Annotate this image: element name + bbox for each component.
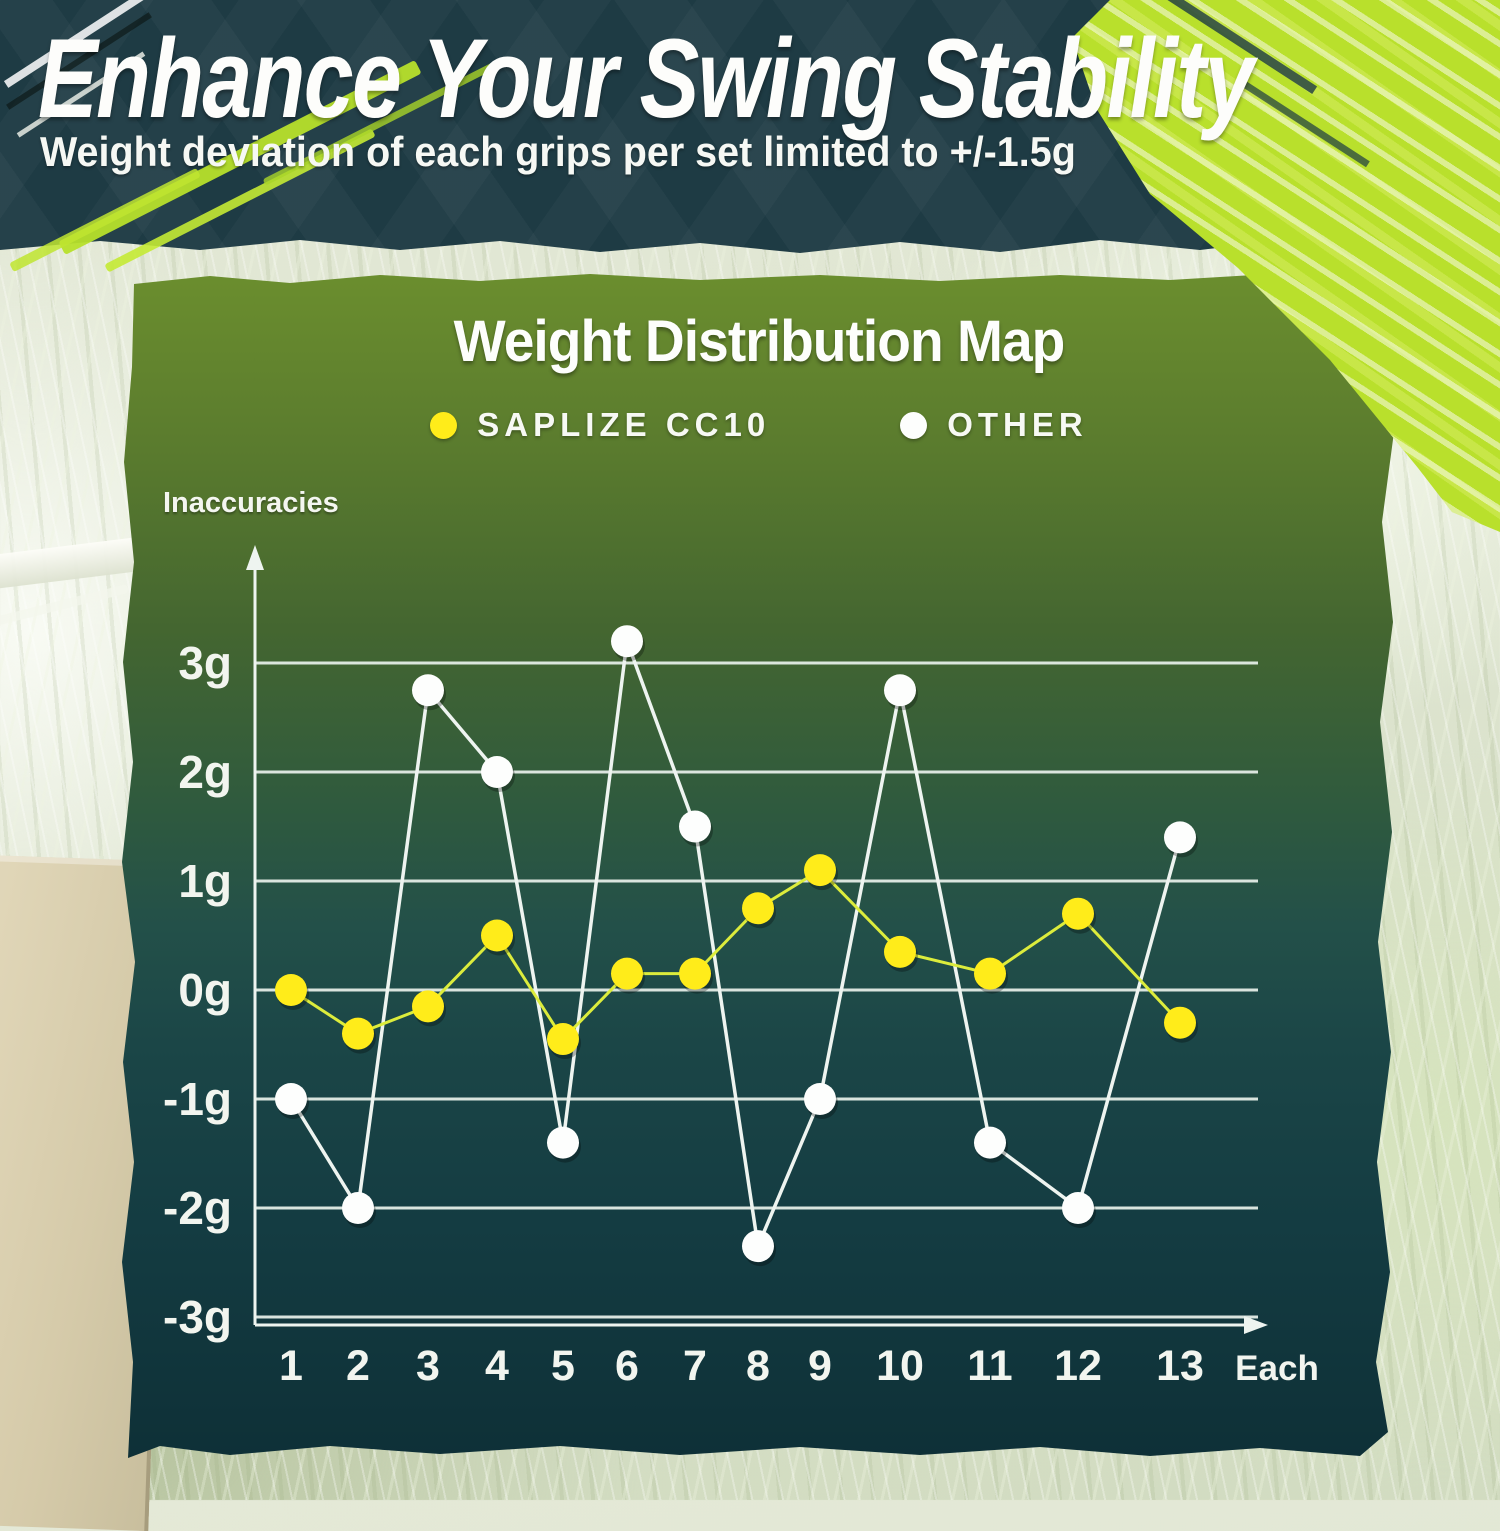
x-tick-label: 11	[967, 1342, 1012, 1390]
data-point-other	[481, 756, 513, 788]
y-tick-label: 3g	[178, 637, 232, 689]
data-point-saplize	[1164, 1006, 1196, 1039]
x-tick-label: 1	[279, 1342, 303, 1390]
data-point-saplize	[884, 935, 916, 968]
data-point-other	[1062, 1192, 1094, 1224]
legend-dot-other-icon	[900, 411, 928, 439]
data-point-other	[679, 810, 711, 843]
data-point-saplize	[275, 974, 307, 1006]
legend-label-other: OTHER	[947, 406, 1088, 443]
x-tick-label: 13	[1156, 1342, 1204, 1390]
x-tick-label: 9	[808, 1342, 832, 1390]
x-tick-label: 5	[551, 1342, 575, 1390]
data-point-other	[412, 674, 444, 707]
x-axis-arrow-icon	[1244, 1316, 1268, 1334]
legend-item-other: OTHER	[900, 406, 1088, 444]
y-axis-arrow-icon	[246, 545, 264, 570]
data-point-saplize	[974, 957, 1006, 990]
y-tick-label: -3g	[163, 1291, 232, 1343]
x-tick-label: 7	[683, 1342, 707, 1390]
x-tick-label: 10	[876, 1342, 924, 1390]
x-tick-label: 8	[746, 1342, 770, 1390]
legend-label-saplize: SAPLIZE CC10	[477, 406, 771, 443]
page-subtitle: Weight deviation of each grips per set l…	[40, 128, 1076, 175]
data-point-saplize	[481, 919, 513, 952]
data-point-saplize	[611, 957, 643, 990]
data-point-saplize	[547, 1023, 579, 1056]
x-tick-label: 3	[416, 1342, 440, 1390]
data-point-saplize	[742, 892, 774, 925]
series-line-other	[289, 640, 1182, 1253]
data-point-other	[342, 1192, 374, 1224]
y-tick-label: 0g	[178, 964, 232, 1016]
data-point-other	[884, 674, 916, 707]
legend-item-saplize: SAPLIZE CC10	[430, 406, 770, 444]
legend-dot-saplize-icon	[430, 411, 458, 439]
y-tick-label: -2g	[163, 1182, 232, 1234]
data-point-saplize	[1062, 897, 1094, 930]
data-point-saplize	[679, 957, 711, 990]
data-point-other	[547, 1126, 579, 1159]
chart-legend: SAPLIZE CC10 OTHER	[120, 406, 1398, 444]
x-tick-label: 12	[1054, 1342, 1102, 1390]
y-tick-label: 1g	[178, 855, 232, 907]
data-point-other	[275, 1083, 307, 1115]
y-tick-label: 2g	[178, 746, 232, 798]
y-axis-title: Inaccuracies	[163, 487, 339, 519]
page-title: Enhance Your Swing Stability	[38, 16, 1254, 141]
chart-title: Weight Distribution Map	[453, 309, 1066, 374]
x-tick-label: 4	[485, 1342, 509, 1390]
data-point-other	[804, 1083, 836, 1115]
x-axis-label: Each	[1235, 1349, 1319, 1388]
x-tick-label: 2	[346, 1342, 370, 1390]
data-point-other	[974, 1126, 1006, 1159]
data-point-other	[742, 1230, 774, 1263]
data-point-other	[1164, 821, 1196, 854]
data-point-saplize	[412, 990, 444, 1023]
x-tick-label: 6	[615, 1342, 639, 1390]
data-point-other	[611, 625, 643, 658]
data-point-saplize	[804, 854, 836, 887]
data-point-saplize	[342, 1017, 374, 1050]
y-tick-label: -1g	[163, 1073, 232, 1125]
